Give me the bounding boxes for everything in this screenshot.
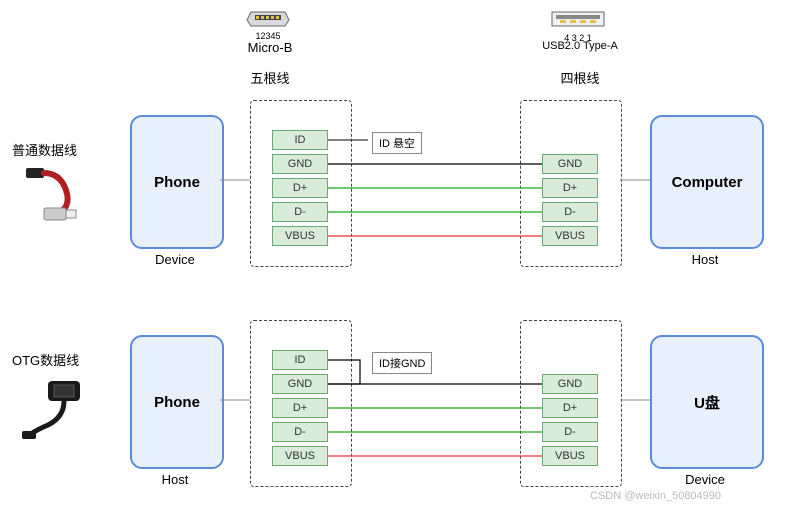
id-gnd-label: ID接GND: [372, 352, 432, 374]
watermark: CSDN @weixin_50804990: [590, 490, 721, 502]
wires-row2: [0, 0, 800, 522]
